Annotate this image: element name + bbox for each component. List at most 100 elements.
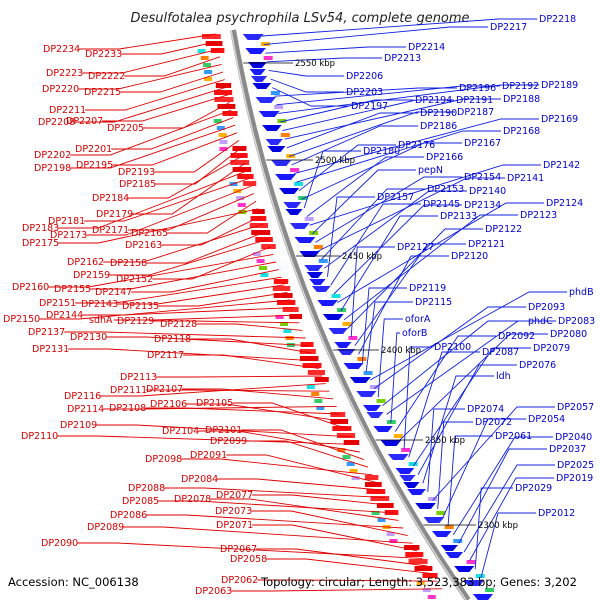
forward-gene-mark: [330, 412, 346, 417]
reverse-gene-mark: [265, 139, 283, 145]
gene-label: DP2198: [34, 163, 71, 174]
gene-label: DP2058: [230, 554, 267, 565]
forward-gene-mark: [277, 300, 296, 305]
gene-class-mark: [204, 77, 213, 81]
label-leader: [432, 406, 555, 501]
gene-label: DP2185: [119, 179, 156, 190]
gene-class-mark: [314, 399, 323, 403]
gene-class-mark: [318, 259, 328, 263]
forward-gene-mark: [302, 363, 322, 368]
gene-label: DP2029: [515, 483, 552, 494]
label-leader: [263, 26, 488, 46]
gene-label: DP2176: [398, 140, 435, 151]
label-leader: [113, 314, 297, 321]
reverse-gene-mark: [262, 125, 282, 131]
gene-label: DP2106: [150, 399, 187, 410]
forward-gene-mark: [299, 356, 319, 361]
gene-label: DP2101: [205, 425, 242, 436]
label-leader: [82, 48, 219, 74]
gene-label: DP2183: [22, 223, 59, 234]
reverse-gene-mark: [343, 363, 364, 369]
gene-class-mark: [236, 196, 245, 200]
gene-class-mark: [363, 371, 373, 375]
label-leader: [358, 255, 449, 355]
gene-label: DP2107: [146, 384, 183, 395]
gene-label: DP2141: [507, 173, 544, 184]
label-leader: [70, 109, 232, 156]
label-leader: [386, 320, 556, 415]
gene-label: DP2077: [216, 490, 253, 501]
gene-label: DP2181: [48, 216, 85, 227]
label-leader: [394, 335, 496, 432]
label-leader: [266, 57, 382, 63]
label-leader: [301, 142, 462, 200]
gene-label: DP2190: [420, 108, 457, 119]
gene-label: DP2072: [475, 417, 512, 428]
label-leader: [152, 246, 271, 280]
gene-class-mark: [401, 448, 411, 452]
forward-gene-mark: [405, 552, 424, 557]
label-leader: [303, 150, 361, 209]
gene-label: DP2054: [528, 414, 565, 425]
gene-label: DP2127: [397, 242, 434, 253]
label-leader: [103, 405, 337, 410]
reverse-gene-mark: [245, 48, 266, 54]
forward-gene-mark: [261, 244, 276, 249]
label-leader: [442, 418, 526, 518]
gene-label: ldh: [496, 371, 511, 382]
label-leader: [296, 130, 501, 183]
gene-label: DP2187: [457, 107, 494, 118]
label-leader: [75, 276, 282, 304]
label-leader: [251, 510, 408, 537]
label-leader: [183, 354, 319, 369]
forward-gene-mark: [300, 342, 314, 347]
gene-label: DP2130: [70, 332, 107, 343]
label-leader: [458, 448, 547, 544]
gene-label: DP2012: [538, 508, 575, 519]
gene-class-mark: [280, 322, 289, 326]
gene-class-mark: [213, 119, 222, 123]
forward-gene-mark: [408, 559, 428, 564]
label-leader: [266, 558, 433, 575]
gene-label: DP2037: [549, 444, 586, 455]
label-leader: [327, 196, 375, 277]
gene-label: DP2079: [533, 343, 570, 354]
accession-text: Accession: NC_006138: [8, 575, 139, 589]
label-leader: [408, 351, 480, 458]
label-leader: [452, 436, 553, 536]
gene-label: DP2057: [557, 402, 594, 413]
gene-label: DP2109: [60, 420, 97, 431]
gene-label: DP2119: [409, 283, 446, 294]
gene-label: DP2124: [546, 198, 583, 209]
gene-label: DP2207: [66, 116, 103, 127]
gene-class-mark: [256, 259, 265, 263]
label-leader: [154, 140, 240, 173]
gene-label: DP2211: [49, 105, 86, 116]
gene-label: DP2067: [220, 544, 257, 555]
gene-class-mark: [422, 588, 431, 592]
reverse-gene-mark: [242, 34, 264, 40]
label-leader: [68, 348, 316, 362]
label-leader: [121, 41, 218, 55]
gene-label: DP2173: [50, 230, 87, 241]
gene-class-mark: [237, 203, 246, 207]
gene-label: DP2129: [117, 316, 154, 327]
reverse-gene-mark: [285, 209, 303, 215]
gene-class-mark: [204, 70, 213, 74]
gene-label: DP2186: [420, 121, 457, 132]
gene-label: DP2111: [110, 385, 147, 396]
label-leader: [347, 228, 483, 329]
label-leader: [120, 71, 224, 93]
gene-label: DP2080: [550, 329, 587, 340]
gene-label: DP2166: [426, 152, 463, 163]
label-leader: [155, 147, 242, 185]
label-leader: [57, 435, 356, 445]
gene-label: DP2025: [557, 460, 594, 471]
scale-labels: 2550 kbp 2500 kbp 2450 kbp 2400 kbp 2350 kbp…: [243, 59, 518, 531]
label-leader: [333, 204, 462, 295]
scale-label: 2300 kbp: [478, 521, 518, 531]
gene-label: DP2158: [110, 258, 147, 269]
reverse-gene-mark: [249, 69, 266, 75]
gene-class-mark: [285, 336, 294, 340]
forward-gene-mark: [217, 104, 236, 109]
